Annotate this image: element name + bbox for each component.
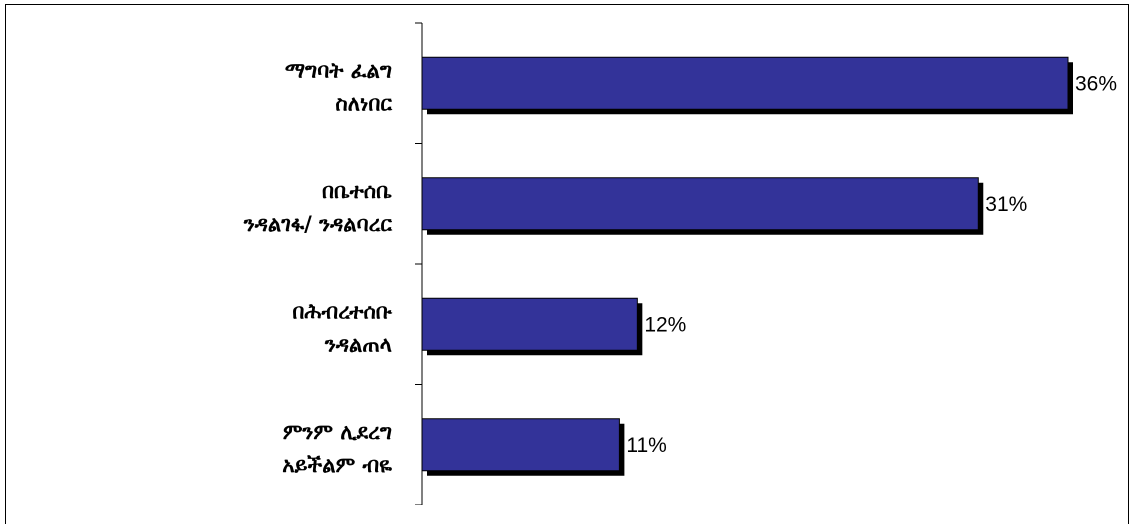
value-label: 36% xyxy=(1075,72,1117,95)
bar xyxy=(421,297,638,351)
category-label-line: አይችልም ብዬ xyxy=(282,453,392,477)
category-label-line: ንዳልገፋ/ ንዳልባረር xyxy=(243,212,393,236)
value-label: 31% xyxy=(985,193,1027,216)
category-label: ምንም ሊደረግ አይችልም ብዬ xyxy=(282,420,392,477)
category-label: ማግባት ፈልግ ስለነበር xyxy=(285,58,393,115)
category-label-line: ምንም ሊደረግ xyxy=(283,420,392,444)
category-label-line: ንዳልጠላ xyxy=(324,332,392,356)
category-label-line: በሕብረተሰቡ xyxy=(292,299,392,323)
category-label-line: ማግባት ፈልግ xyxy=(285,58,392,82)
category-label-line: በቤተሰቤ xyxy=(322,179,392,203)
chart-frame xyxy=(5,4,1129,524)
bar-chart: 36% ማግባት ፈልግ ስለነበር 31% በቤተሰቤ ንዳልገፋ/ ንዳልባረር 12%… xyxy=(243,22,1117,505)
category-label-line: ስለነበር xyxy=(335,91,392,115)
value-label: 11% xyxy=(626,434,666,457)
category-label: በሕብረተሰቡ ንዳልጠላ xyxy=(292,299,392,356)
category-label: በቤተሰቤ ንዳልገፋ/ ንዳልባረር xyxy=(243,179,393,236)
bar xyxy=(421,418,620,472)
value-label: 12% xyxy=(644,313,686,336)
bar xyxy=(421,177,979,231)
bar xyxy=(421,56,1069,110)
